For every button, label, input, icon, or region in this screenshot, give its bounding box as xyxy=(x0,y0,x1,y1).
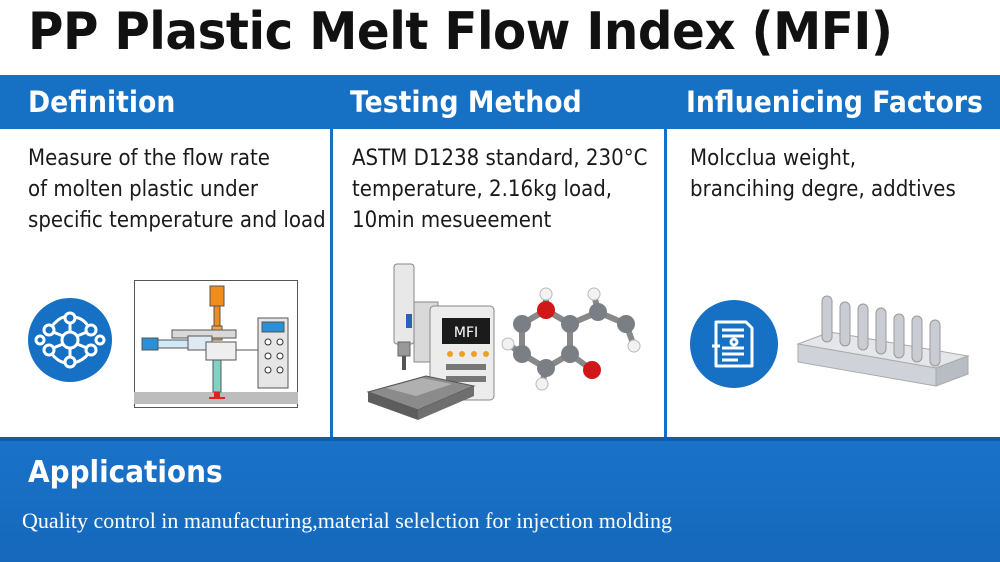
molecule-model xyxy=(501,287,641,391)
definition-column: Definition Measure of the flow rate of m… xyxy=(0,75,330,437)
definition-text: Measure of the flow rate of molten plast… xyxy=(28,143,359,236)
column-divider xyxy=(664,75,667,437)
page-title: PP Plastic Melt Flow Index (MFI) xyxy=(28,2,893,62)
testing-method-text: ASTM D1238 standard, 230°C temperature, … xyxy=(352,143,680,236)
testing-method-heading: Testing Method xyxy=(350,85,582,119)
definition-line: specific temperature and load xyxy=(28,208,326,233)
network-circle-icon xyxy=(28,298,112,382)
testing-line: ASTM D1238 standard, 230°C xyxy=(352,146,648,171)
applications-band xyxy=(0,437,1000,562)
definition-line: Measure of the flow rate xyxy=(28,146,270,171)
definition-heading: Definition xyxy=(28,85,176,119)
factors-line: brancihing degre, addtives xyxy=(690,177,956,202)
influencing-factors-column: Influenicing Factors Molcclua weight, br… xyxy=(668,75,1000,437)
document-list-icon xyxy=(690,300,778,388)
mfi-tester-machine: MFI xyxy=(366,263,495,420)
definition-line: of molten plastic under xyxy=(28,177,259,202)
testing-line: temperature, 2.16kg load, xyxy=(352,177,613,202)
extrusion-machine-diagram xyxy=(134,280,298,408)
testing-line: 10min mesueement xyxy=(352,208,552,233)
pin-rack-samples xyxy=(796,295,970,387)
column-divider xyxy=(330,75,333,437)
mfi-label: MFI xyxy=(454,325,478,341)
testing-method-column: Testing Method ASTM D1238 standard, 230°… xyxy=(334,75,664,437)
influencing-factors-text: Molcclua weight, brancihing degre, addti… xyxy=(690,143,985,205)
influencing-factors-heading: Influenicing Factors xyxy=(686,85,983,119)
applications-divider xyxy=(0,437,1000,441)
applications-heading: Applications xyxy=(28,455,223,490)
applications-text: Quality control in manufacturing,materia… xyxy=(22,508,673,533)
header-band xyxy=(0,75,1000,129)
factors-line: Molcclua weight, xyxy=(690,146,857,171)
